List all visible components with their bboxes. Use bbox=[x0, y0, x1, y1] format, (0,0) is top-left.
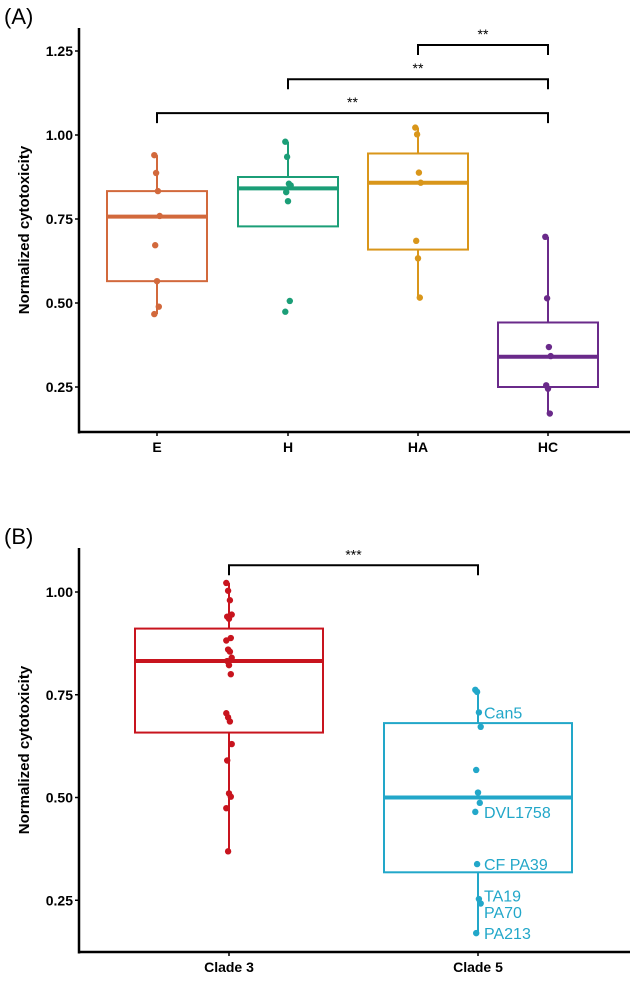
y-tick-label: 1.00 bbox=[46, 584, 73, 600]
data-point bbox=[223, 637, 230, 644]
panel-label-a: (A) bbox=[4, 4, 34, 29]
y-tick-label: 0.75 bbox=[46, 687, 73, 703]
box bbox=[367, 152, 469, 251]
data-point bbox=[284, 197, 292, 205]
data-point bbox=[473, 688, 481, 696]
significance-label: ** bbox=[478, 26, 489, 42]
data-point bbox=[227, 671, 234, 678]
data-point bbox=[151, 151, 158, 159]
data-point bbox=[227, 793, 234, 800]
data-point bbox=[283, 188, 290, 196]
data-point bbox=[473, 766, 480, 774]
data-point bbox=[477, 900, 484, 907]
significance-bracket bbox=[228, 564, 479, 576]
data-point bbox=[543, 295, 551, 302]
data-point bbox=[476, 799, 483, 807]
data-point bbox=[287, 182, 294, 189]
data-point bbox=[413, 131, 421, 138]
data-point bbox=[413, 237, 420, 245]
point-label: PA70 bbox=[484, 905, 522, 922]
data-point bbox=[225, 615, 233, 622]
data-point bbox=[226, 718, 234, 725]
x-tick-label: Clade 5 bbox=[453, 959, 503, 975]
data-point bbox=[282, 308, 289, 315]
data-point bbox=[224, 848, 232, 855]
data-point bbox=[226, 597, 234, 604]
significance-label: ** bbox=[347, 94, 358, 110]
point-label: CF PA39 bbox=[484, 857, 548, 874]
y-axis-title: Normalized cytotoxicity bbox=[16, 665, 33, 834]
point-label: PA213 bbox=[484, 926, 531, 943]
data-point bbox=[226, 648, 234, 655]
data-point bbox=[473, 860, 481, 868]
data-point bbox=[223, 804, 230, 812]
y-axis-title: Normalized cytotoxicity bbox=[16, 145, 33, 314]
significance-bracket bbox=[156, 112, 549, 124]
chart-a: 0.25 0.50 0.75 1.00 1.25 Normalized cytotoxic… bbox=[16, 26, 630, 455]
data-point bbox=[547, 352, 554, 360]
data-point bbox=[416, 294, 423, 301]
data-point bbox=[286, 297, 293, 305]
significance-label: ** bbox=[413, 60, 424, 76]
data-point bbox=[228, 654, 235, 661]
data-point bbox=[414, 255, 422, 262]
y-tick-label: 0.25 bbox=[46, 892, 73, 908]
data-point bbox=[152, 242, 159, 249]
data-point bbox=[473, 929, 480, 937]
significance-bracket bbox=[417, 43, 549, 55]
significance-bracket bbox=[287, 78, 549, 90]
y-tick-label: 1.25 bbox=[46, 43, 73, 59]
data-point bbox=[415, 169, 423, 176]
data-point bbox=[224, 587, 232, 594]
data-point bbox=[474, 789, 482, 796]
significance-label: *** bbox=[345, 546, 362, 562]
data-point bbox=[545, 343, 553, 351]
y-tick-label: 0.25 bbox=[46, 379, 73, 395]
y-tick-label: 1.00 bbox=[46, 127, 73, 143]
data-point bbox=[542, 233, 549, 241]
data-point bbox=[224, 757, 231, 764]
data-point bbox=[154, 187, 162, 195]
panel-label-b: (B) bbox=[4, 524, 34, 549]
data-point bbox=[156, 212, 163, 220]
point-label: Can5 bbox=[484, 705, 522, 722]
data-point bbox=[155, 303, 162, 310]
data-point bbox=[153, 277, 161, 285]
x-tick-label: H bbox=[283, 439, 293, 455]
point-label: DVL1758 bbox=[484, 805, 551, 822]
data-point bbox=[472, 808, 479, 816]
data-point bbox=[475, 709, 483, 716]
data-point bbox=[544, 385, 552, 392]
data-point bbox=[417, 179, 424, 186]
data-point bbox=[282, 138, 289, 145]
point-label: TA19 bbox=[484, 888, 521, 905]
data-point bbox=[225, 661, 233, 669]
data-point bbox=[412, 124, 419, 131]
x-tick-label: Clade 3 bbox=[204, 959, 254, 975]
chart-b: 0.25 0.50 0.75 1.00 Normalized cytotoxicity C… bbox=[16, 546, 630, 975]
data-point bbox=[152, 169, 160, 177]
y-tick-label: 0.75 bbox=[46, 211, 73, 227]
data-point bbox=[223, 579, 230, 587]
x-tick-label: HC bbox=[538, 439, 558, 455]
data-point bbox=[228, 740, 235, 748]
x-tick-label: HA bbox=[408, 439, 428, 455]
y-tick-label: 0.50 bbox=[46, 295, 73, 311]
data-point bbox=[283, 153, 291, 161]
y-tick-label: 0.50 bbox=[46, 790, 73, 806]
data-point bbox=[151, 310, 158, 318]
data-point bbox=[546, 410, 553, 417]
data-point bbox=[477, 723, 484, 731]
x-tick-label: E bbox=[152, 439, 161, 455]
box bbox=[106, 190, 208, 283]
